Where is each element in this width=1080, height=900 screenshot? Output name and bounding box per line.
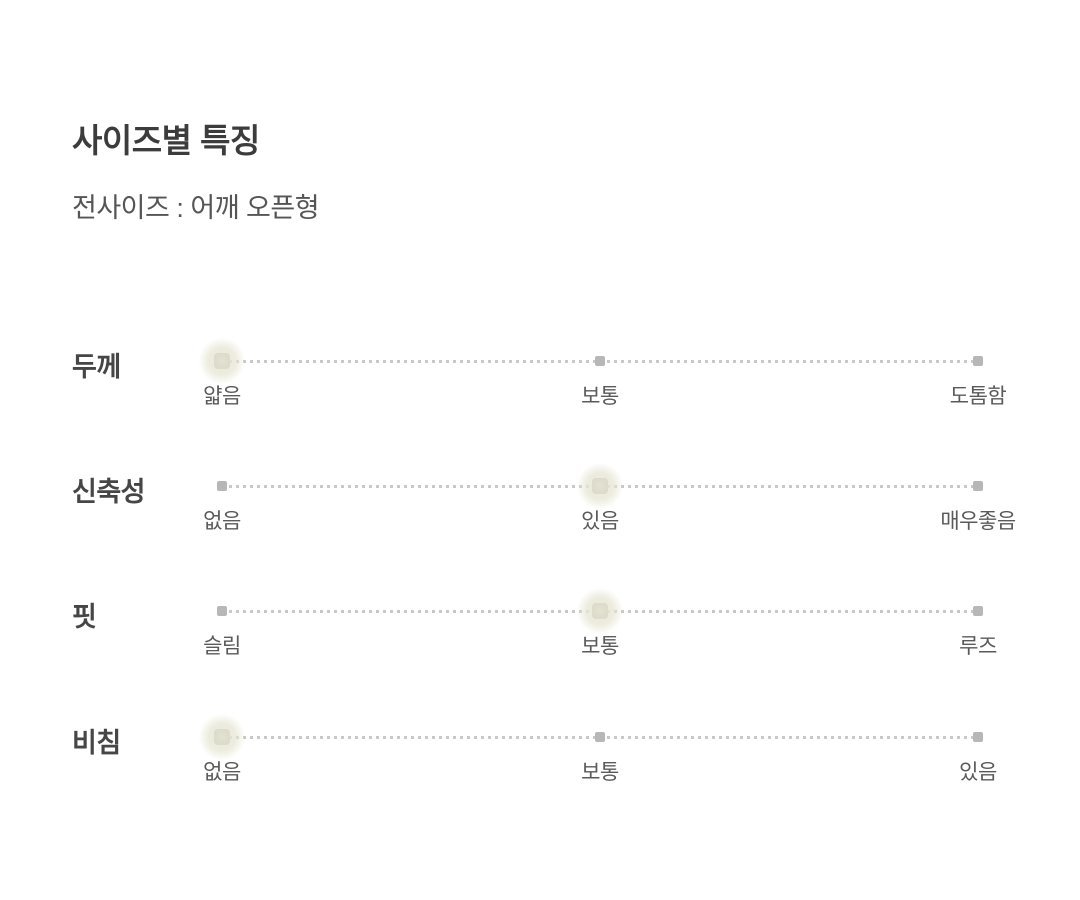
rating-slider: 얇음 보통 도톰함 <box>203 330 1007 420</box>
slider-marker <box>592 478 608 494</box>
scale-label: 없음 <box>203 761 241 784</box>
scale-label: 없음 <box>203 510 241 533</box>
scale-label: 슬림 <box>203 635 241 658</box>
rating-slider: 슬림 보통 루즈 <box>203 580 997 670</box>
slider-marker <box>973 732 983 742</box>
scale-label: 도톰함 <box>949 385 1007 408</box>
slider-marker <box>595 732 605 742</box>
slider-marker <box>973 356 983 366</box>
section-title: 사이즈별 특징 <box>72 122 260 159</box>
attribute-row-sheerness: 비침 없음 보통 있음 <box>0 706 1080 796</box>
slider-marker <box>217 606 227 616</box>
scale-label: 매우좋음 <box>940 510 1016 533</box>
scale-label: 루즈 <box>959 635 997 658</box>
slider-marker <box>973 606 983 616</box>
scale-label: 보통 <box>581 385 619 408</box>
attribute-row-elasticity: 신축성 없음 있음 매우좋음 <box>0 455 1080 545</box>
scale-label: 얇음 <box>203 385 241 408</box>
attribute-label: 신축성 <box>72 477 146 507</box>
slider-marker <box>214 729 230 745</box>
rating-slider: 없음 보통 있음 <box>203 706 997 796</box>
attribute-label: 두께 <box>72 352 121 382</box>
scale-label: 있음 <box>581 510 619 533</box>
slider-marker <box>973 481 983 491</box>
slider-marker <box>592 603 608 619</box>
scale-label: 보통 <box>581 635 619 658</box>
slider-marker <box>214 353 230 369</box>
attribute-row-fit: 핏 슬림 보통 루즈 <box>0 580 1080 670</box>
attribute-label: 핏 <box>72 602 97 632</box>
attribute-row-thickness: 두께 얇음 보통 도톰함 <box>0 330 1080 420</box>
attribute-label: 비침 <box>72 728 121 758</box>
scale-label: 있음 <box>959 761 997 784</box>
size-note: 전사이즈 : 어깨 오픈형 <box>72 193 320 223</box>
slider-marker <box>595 356 605 366</box>
slider-marker <box>217 481 227 491</box>
rating-slider: 없음 있음 매우좋음 <box>203 455 1016 545</box>
scale-label: 보통 <box>581 761 619 784</box>
